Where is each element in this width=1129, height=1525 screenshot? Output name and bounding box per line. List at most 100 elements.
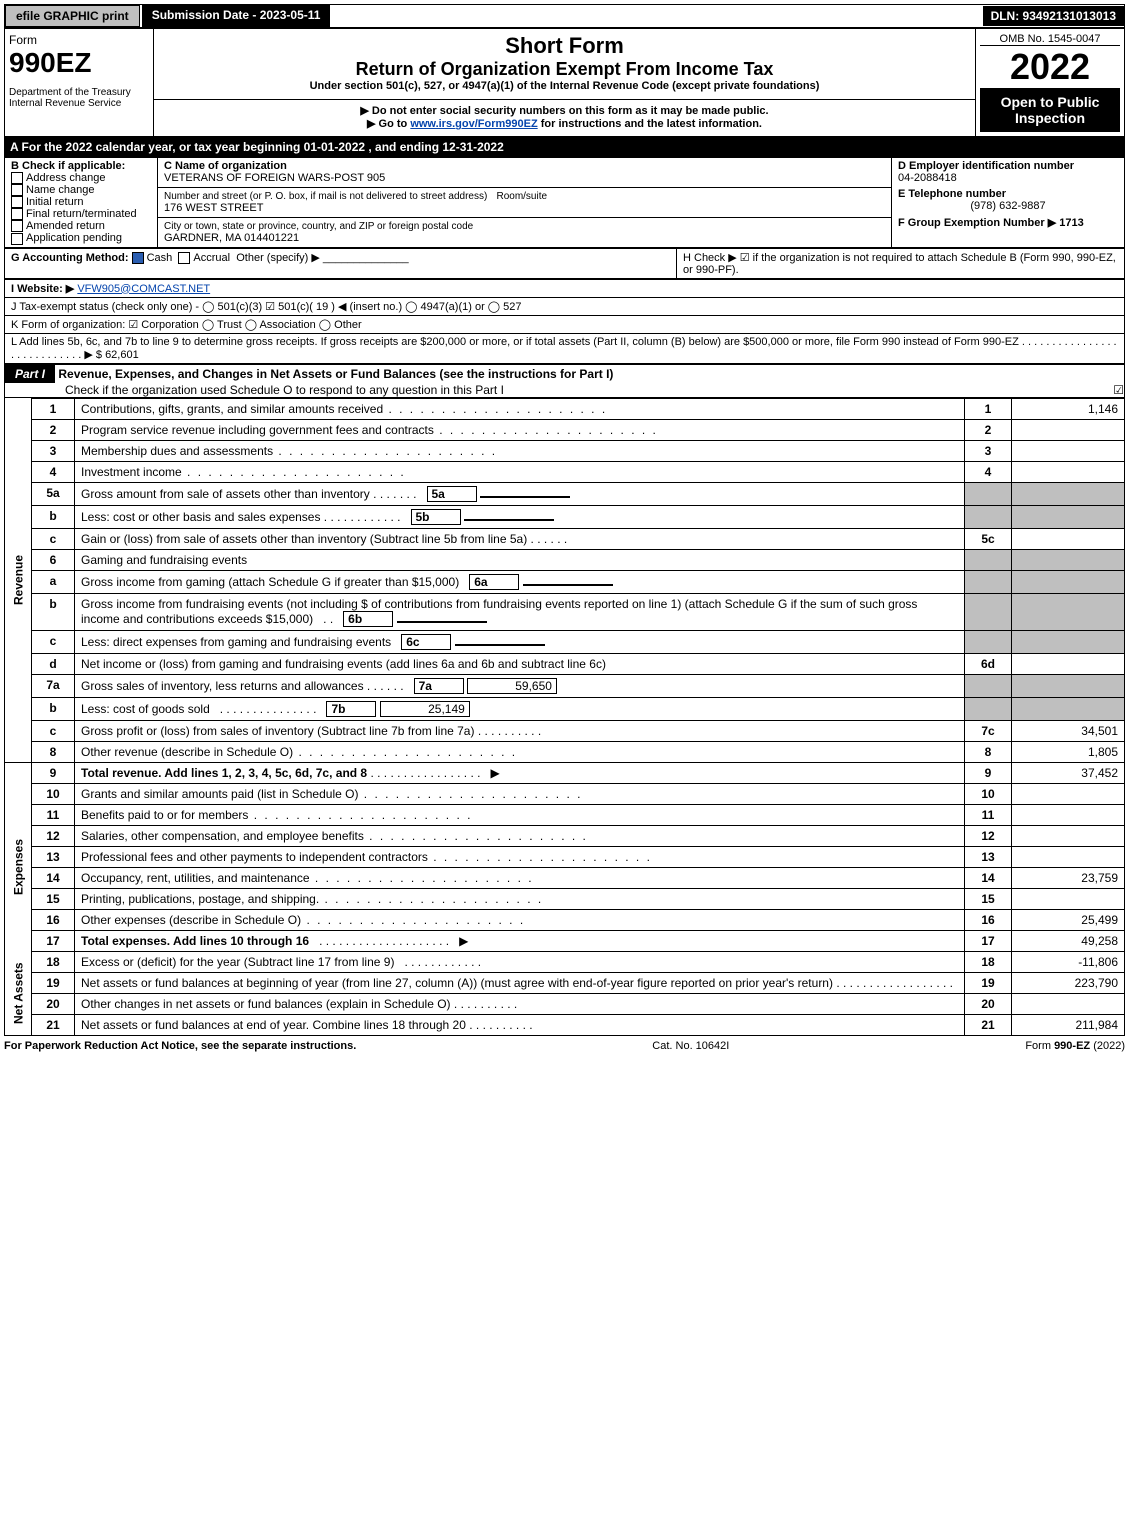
l3-no: 3 <box>32 440 75 461</box>
l7b-boxamt: 25,149 <box>380 701 470 717</box>
part1-header: Part I Revenue, Expenses, and Changes in… <box>4 364 1125 398</box>
accrual-check[interactable] <box>178 252 190 264</box>
l16-num: 16 <box>965 909 1012 930</box>
l10-desc: Grants and similar amounts paid (list in… <box>75 783 965 804</box>
l6-no: 6 <box>32 549 75 570</box>
l10-no: 10 <box>32 783 75 804</box>
B-opt-amended[interactable]: Amended return <box>11 220 151 232</box>
l15-num: 15 <box>965 888 1012 909</box>
l1-no: 1 <box>32 398 75 419</box>
l6a-shade1 <box>965 570 1012 593</box>
title-short-form: Short Form <box>158 33 971 59</box>
l10-num: 10 <box>965 783 1012 804</box>
part1-table: Revenue 1 Contributions, gifts, grants, … <box>4 398 1125 1036</box>
l17-num: 17 <box>965 930 1012 951</box>
title-under-section: Under section 501(c), 527, or 4947(a)(1)… <box>158 80 971 92</box>
l7c-amt: 34,501 <box>1012 720 1125 741</box>
footer-left: For Paperwork Reduction Act Notice, see … <box>4 1040 356 1052</box>
l5b-shade1 <box>965 505 1012 528</box>
l5a-desc: Gross amount from sale of assets other t… <box>75 482 965 505</box>
l7a-no: 7a <box>32 674 75 697</box>
l2-no: 2 <box>32 419 75 440</box>
l7b-no: b <box>32 697 75 720</box>
form-word: Form <box>9 33 149 47</box>
l7a-box: 7a <box>414 678 464 694</box>
irs-link[interactable]: www.irs.gov/Form990EZ <box>410 118 537 130</box>
l6b-box: 6b <box>343 611 393 627</box>
l1-amt: 1,146 <box>1012 398 1125 419</box>
l2-num: 2 <box>965 419 1012 440</box>
GH-row: G Accounting Method: Cash Accrual Other … <box>4 248 1125 279</box>
l12-num: 12 <box>965 825 1012 846</box>
year-cell: OMB No. 1545-0047 2022 Open to Public In… <box>976 29 1125 137</box>
l6d-desc: Net income or (loss) from gaming and fun… <box>75 653 965 674</box>
l6c-boxamt <box>455 644 545 646</box>
street-label: Number and street (or P. O. box, if mail… <box>164 191 487 202</box>
city-label: City or town, state or province, country… <box>164 221 473 232</box>
l20-amt <box>1012 993 1125 1014</box>
l6-shade1 <box>965 549 1012 570</box>
B-opt-initial[interactable]: Initial return <box>11 196 151 208</box>
l19-no: 19 <box>32 972 75 993</box>
l2-amt <box>1012 419 1125 440</box>
info-block: B Check if applicable: Address change Na… <box>4 157 1125 248</box>
side-expenses: Expenses <box>5 783 32 951</box>
l1-num: 1 <box>965 398 1012 419</box>
l7b-shade1 <box>965 697 1012 720</box>
l9-no: 9 <box>32 762 75 783</box>
l5a-boxamt <box>480 496 570 498</box>
gross-receipts: 62,601 <box>105 349 139 361</box>
l9-desc: Total revenue. Add lines 1, 2, 3, 4, 5c,… <box>75 762 965 783</box>
B-opt-name[interactable]: Name change <box>11 184 151 196</box>
form-number: 990EZ <box>9 47 149 79</box>
l5c-no: c <box>32 528 75 549</box>
l14-num: 14 <box>965 867 1012 888</box>
l11-amt <box>1012 804 1125 825</box>
l17-desc: Total expenses. Add lines 10 through 16 … <box>75 930 965 951</box>
l16-amt: 25,499 <box>1012 909 1125 930</box>
l4-amt <box>1012 461 1125 482</box>
warn-goto: ▶ Go to www.irs.gov/Form990EZ for instru… <box>158 117 971 130</box>
l8-no: 8 <box>32 741 75 762</box>
warnings-cell: ▶ Do not enter social security numbers o… <box>154 100 976 137</box>
title-cell: Short Form Return of Organization Exempt… <box>154 29 976 100</box>
section-G: G Accounting Method: Cash Accrual Other … <box>5 248 677 278</box>
l6d-no: d <box>32 653 75 674</box>
website-value[interactable]: VFW905@COMCAST.NET <box>77 283 210 295</box>
l7b-shade2 <box>1012 697 1125 720</box>
l12-no: 12 <box>32 825 75 846</box>
B-opt-pending[interactable]: Application pending <box>11 232 151 244</box>
l7b-desc: Less: cost of goods sold . . . . . . . .… <box>75 697 965 720</box>
l10-amt <box>1012 783 1125 804</box>
l15-no: 15 <box>32 888 75 909</box>
line-A: A For the 2022 calendar year, or tax yea… <box>4 137 1125 157</box>
B-opt-address[interactable]: Address change <box>11 172 151 184</box>
B-opt-final[interactable]: Final return/terminated <box>11 208 151 220</box>
group-exempt-value: 1713 <box>1059 217 1083 229</box>
l14-desc: Occupancy, rent, utilities, and maintena… <box>75 867 965 888</box>
footer-right: Form 990-EZ (2022) <box>1025 1040 1125 1052</box>
l3-amt <box>1012 440 1125 461</box>
l7b-box: 7b <box>326 701 376 717</box>
section-J: J Tax-exempt status (check only one) - ◯… <box>5 297 1125 315</box>
E-label: E Telephone number <box>898 188 1118 200</box>
l21-no: 21 <box>32 1014 75 1035</box>
l7c-no: c <box>32 720 75 741</box>
l5b-shade2 <box>1012 505 1125 528</box>
l8-num: 8 <box>965 741 1012 762</box>
l11-no: 11 <box>32 804 75 825</box>
l3-num: 3 <box>965 440 1012 461</box>
l7a-boxamt: 59,650 <box>467 678 557 694</box>
l6a-desc: Gross income from gaming (attach Schedul… <box>75 570 965 593</box>
l5a-box: 5a <box>427 486 477 502</box>
cash-check[interactable] <box>132 252 144 264</box>
header-table: Form 990EZ Department of the Treasury In… <box>4 28 1125 137</box>
part1-check[interactable]: ☑ <box>1113 383 1124 397</box>
l14-amt: 23,759 <box>1012 867 1125 888</box>
section-K: K Form of organization: ☑ Corporation ◯ … <box>5 315 1125 333</box>
l5b-box: 5b <box>411 509 461 525</box>
efile-print-button[interactable]: efile GRAPHIC print <box>5 5 140 27</box>
part1-title: Revenue, Expenses, and Changes in Net As… <box>58 367 613 381</box>
phone-value: (978) 632-9887 <box>898 200 1118 212</box>
l5c-amt <box>1012 528 1125 549</box>
